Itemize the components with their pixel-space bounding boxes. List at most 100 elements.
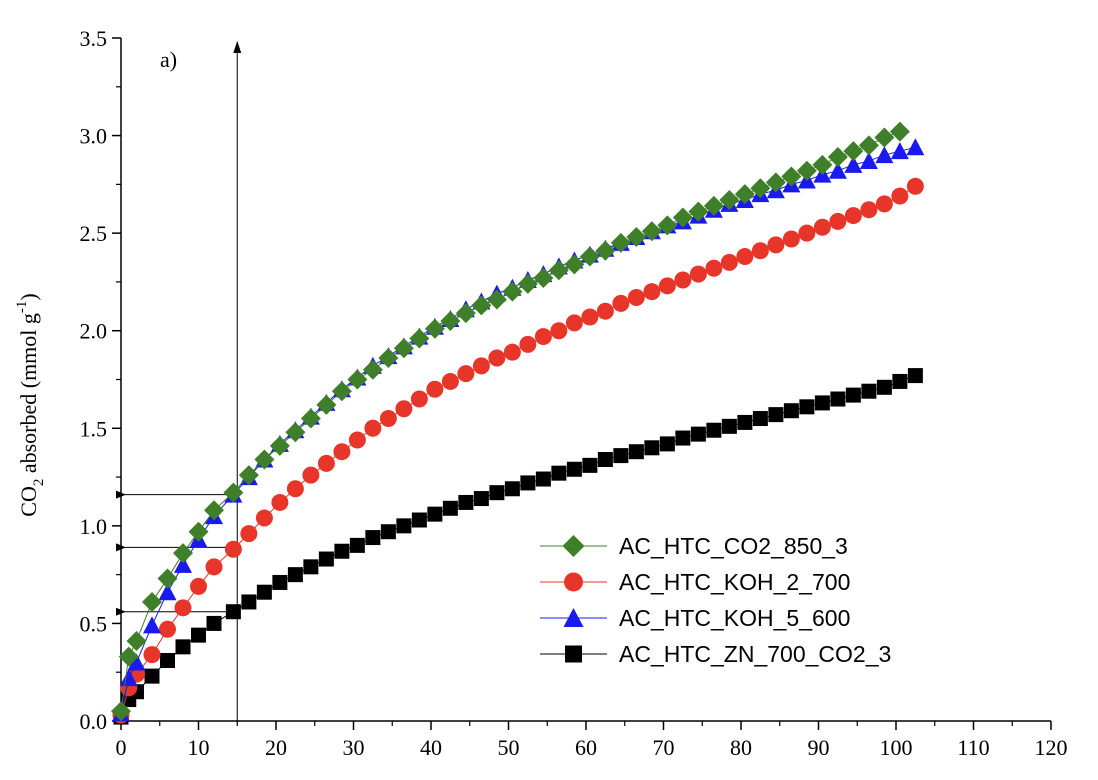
series-AC_HTC_CO2_850_3 [111,121,910,722]
data-point [781,166,802,187]
data-point [489,485,505,501]
data-point [875,146,894,164]
data-point [796,160,817,181]
data-point [721,418,737,434]
data-point [331,381,352,402]
data-point [285,422,306,443]
data-point [564,254,585,275]
data-point [720,253,738,271]
data-point [534,328,552,346]
x-tick-label: 20 [265,735,287,760]
data-point [174,599,192,617]
data-point [441,372,459,390]
data-point [565,314,583,332]
data-point [409,328,430,349]
data-point [736,248,754,266]
legend-marker [564,572,583,592]
data-point [379,410,397,428]
y-tick-label: 1.5 [80,416,108,441]
data-point [626,227,647,248]
data-point [674,271,692,289]
data-point [190,577,207,595]
data-point [424,318,445,339]
data-point [627,289,645,307]
data-point [204,500,224,521]
data-point [241,594,257,610]
data-point [657,215,678,236]
data-point [127,653,146,671]
data-point [144,668,160,684]
data-point [143,616,161,634]
data-point [890,142,909,160]
legend-marker [563,608,584,627]
y-tick-label: 0.5 [80,611,108,636]
data-point [395,400,413,418]
data-point [582,457,598,473]
data-point [119,669,138,687]
data-point [158,583,177,601]
data-point [596,302,614,320]
data-point [188,521,209,542]
data-point [613,448,629,464]
data-point [316,394,337,415]
data-point [798,224,816,242]
data-point [502,281,523,302]
legend-item: AC_HTC_KOH_5_600 [540,605,850,631]
data-point [362,359,383,380]
data-point [703,195,724,216]
data-point [844,155,863,173]
data-point [643,283,661,301]
data-point [892,373,908,389]
data-point [378,348,399,369]
data-point [410,390,428,408]
data-point [548,260,569,281]
y-axis-label: CO2 absorbed (mmol g-1) [14,293,47,516]
y-tick-label: 3.0 [80,124,108,149]
data-point [269,435,290,456]
data-point [488,349,506,367]
data-point [814,395,830,411]
data-point [828,161,847,179]
data-point [579,246,600,267]
data-point [719,189,740,210]
panel-label: a) [160,47,177,72]
legend-marker [562,535,585,557]
data-point [364,419,382,437]
series-AC_HTC_ZN_700_CO2_3 [113,368,923,725]
y-label-sub: 2 [31,479,47,487]
data-point [347,369,368,390]
series-line [120,131,901,712]
y-label-sup: -1 [14,301,30,314]
legend-label: AC_HTC_ZN_700_CO2_3 [619,641,891,667]
data-point [205,558,223,576]
x-tick-label: 110 [957,735,989,760]
data-point [118,646,139,667]
data-point [875,195,893,213]
legend-label: AC_HTC_KOH_5_600 [619,605,850,631]
y-tick-label: 1.0 [80,514,108,539]
data-point [173,543,193,564]
data-point [689,265,707,283]
data-point [675,430,691,446]
data-point [860,201,878,219]
legend-item: AC_HTC_CO2_850_3 [540,533,848,559]
data-point [783,403,799,419]
data-point [827,147,848,168]
data-point [535,471,551,487]
data-point [859,151,878,169]
data-point [411,512,427,528]
data-point [457,365,475,383]
x-tick-label: 50 [498,735,520,760]
data-point [768,407,784,423]
legend-label: AC_HTC_KOH_2_700 [619,569,850,595]
data-point [767,236,785,254]
x-tick-label: 0 [116,735,127,760]
data-point [829,212,847,230]
data-point [517,273,538,294]
legend-item: AC_HTC_ZN_700_CO2_3 [540,641,891,667]
data-point [750,178,771,199]
data-point [861,383,877,399]
data-point [272,574,288,590]
legend-marker [565,645,582,663]
